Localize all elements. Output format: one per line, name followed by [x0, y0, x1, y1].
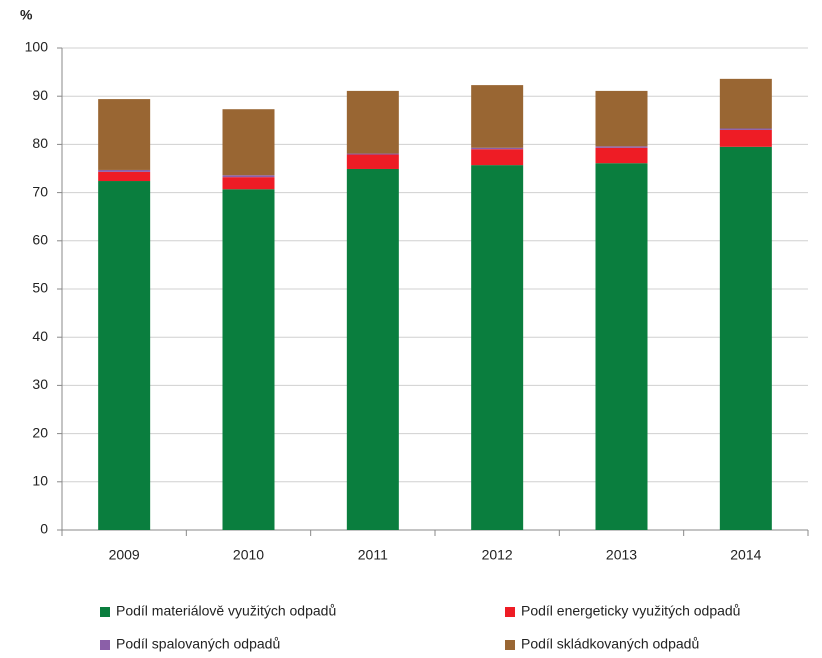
x-tick-label: 2010: [233, 547, 264, 563]
legend-swatch: [100, 640, 110, 650]
y-tick-label: 100: [25, 39, 49, 55]
bar-segment: [595, 146, 648, 148]
bar-segment: [595, 90, 648, 147]
bar-segment: [595, 163, 648, 530]
bar-segment: [471, 149, 524, 166]
y-tick-label: 50: [32, 280, 48, 296]
y-tick-label: 80: [32, 135, 48, 151]
bar-segment: [98, 99, 151, 170]
y-tick-label: 70: [32, 183, 48, 199]
bar-segment: [719, 78, 772, 129]
x-tick-label: 2013: [606, 547, 637, 563]
bar-segment: [222, 175, 275, 178]
bar-segment: [346, 168, 399, 530]
bar-segment: [222, 177, 275, 190]
x-tick-label: 2011: [358, 547, 388, 563]
bar-segment: [222, 109, 275, 176]
y-tick-label: 40: [32, 328, 48, 344]
bar-segment: [346, 90, 399, 154]
bar-segment: [471, 165, 524, 530]
legend-label: Podíl spalovaných odpadů: [116, 636, 280, 652]
x-tick-label: 2009: [109, 547, 140, 563]
x-tick-label: 2014: [730, 547, 761, 563]
y-tick-label: 10: [32, 473, 48, 489]
legend-label: Podíl materiálově využitých odpadů: [116, 603, 336, 619]
legend-label: Podíl energeticky využitých odpadů: [521, 603, 740, 619]
bar-segment: [98, 169, 151, 172]
bar-segment: [98, 171, 151, 182]
legend-swatch: [100, 607, 110, 617]
bar-segment: [719, 129, 772, 147]
bar-segment: [471, 147, 524, 150]
y-tick-label: 20: [32, 424, 48, 440]
y-tick-label: 0: [40, 521, 48, 537]
y-tick-label: 60: [32, 232, 48, 248]
bar-segment: [595, 147, 648, 164]
y-axis-label: %: [20, 7, 33, 23]
x-tick-label: 2012: [482, 547, 513, 563]
bar-segment: [471, 85, 524, 148]
bar-segment: [98, 181, 151, 531]
bar-segment: [346, 153, 399, 155]
y-tick-label: 30: [32, 376, 48, 392]
bar-segment: [719, 146, 772, 530]
bar-segment: [222, 189, 275, 530]
bar-segment: [346, 154, 399, 169]
legend-label: Podíl skládkovaných odpadů: [521, 636, 699, 652]
legend-swatch: [505, 640, 515, 650]
legend-swatch: [505, 607, 515, 617]
bar-segment: [719, 128, 772, 130]
y-tick-label: 90: [32, 87, 48, 103]
